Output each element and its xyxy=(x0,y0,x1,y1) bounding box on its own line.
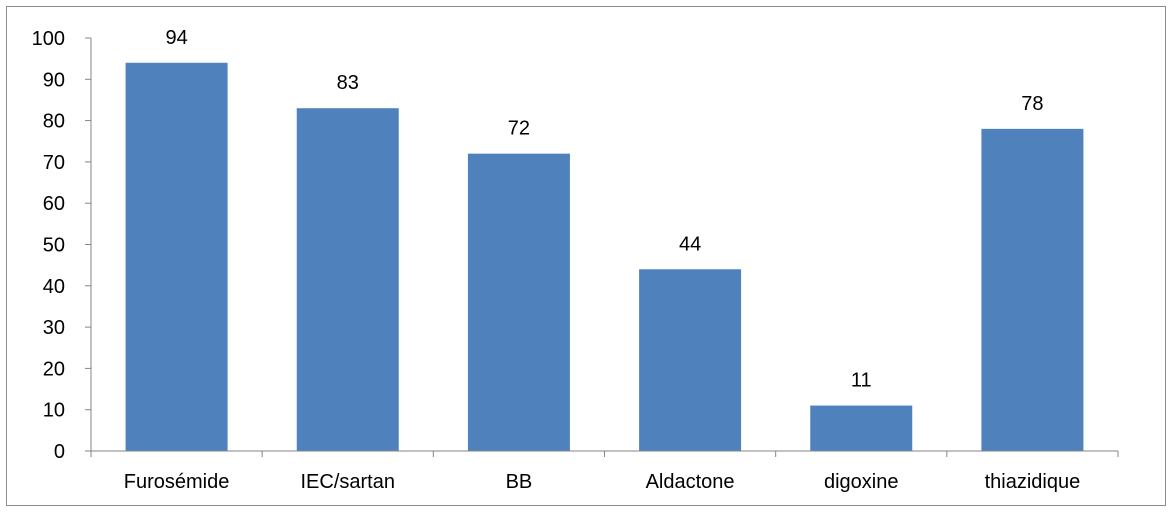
x-tick-label: BB xyxy=(506,471,533,493)
x-tick-label: Furosémide xyxy=(124,471,230,493)
data-label: 83 xyxy=(337,72,359,94)
y-tick-label: 50 xyxy=(43,235,65,257)
bar xyxy=(639,269,742,451)
y-tick-label: 20 xyxy=(43,358,65,380)
y-tick-label: 40 xyxy=(43,276,65,298)
data-label: 44 xyxy=(679,233,701,255)
x-axis: Furosémide IEC/sartan BB Aldactone digoxine t… xyxy=(90,450,1119,493)
data-labels: 94 83 72 44 11 78 xyxy=(165,27,1043,392)
bar xyxy=(296,108,399,452)
bar xyxy=(125,62,228,451)
y-tick-label: 30 xyxy=(43,317,65,339)
bar xyxy=(981,128,1084,452)
y-tick-label: 100 xyxy=(32,28,65,50)
data-label: 72 xyxy=(508,118,530,140)
y-tick-label: 70 xyxy=(43,152,65,174)
y-axis: 0 10 20 30 40 50 60 70 80 90 100 xyxy=(32,28,92,463)
x-tick-label: Aldactone xyxy=(646,471,735,493)
data-label: 11 xyxy=(851,370,872,392)
x-tick-label: IEC/sartan xyxy=(301,471,395,493)
y-tick-label: 0 xyxy=(54,441,65,463)
x-tick-label: digoxine xyxy=(824,471,899,493)
y-tick-label: 80 xyxy=(43,111,65,133)
x-tick-label: thiazidique xyxy=(985,471,1081,493)
bars xyxy=(125,62,1084,452)
bar xyxy=(467,153,570,451)
data-label: 78 xyxy=(1021,93,1043,115)
bar xyxy=(810,405,913,451)
y-tick-label: 60 xyxy=(43,193,65,215)
data-label: 94 xyxy=(165,27,187,49)
y-tick-label: 90 xyxy=(43,69,65,91)
y-tick-label: 10 xyxy=(43,400,65,422)
